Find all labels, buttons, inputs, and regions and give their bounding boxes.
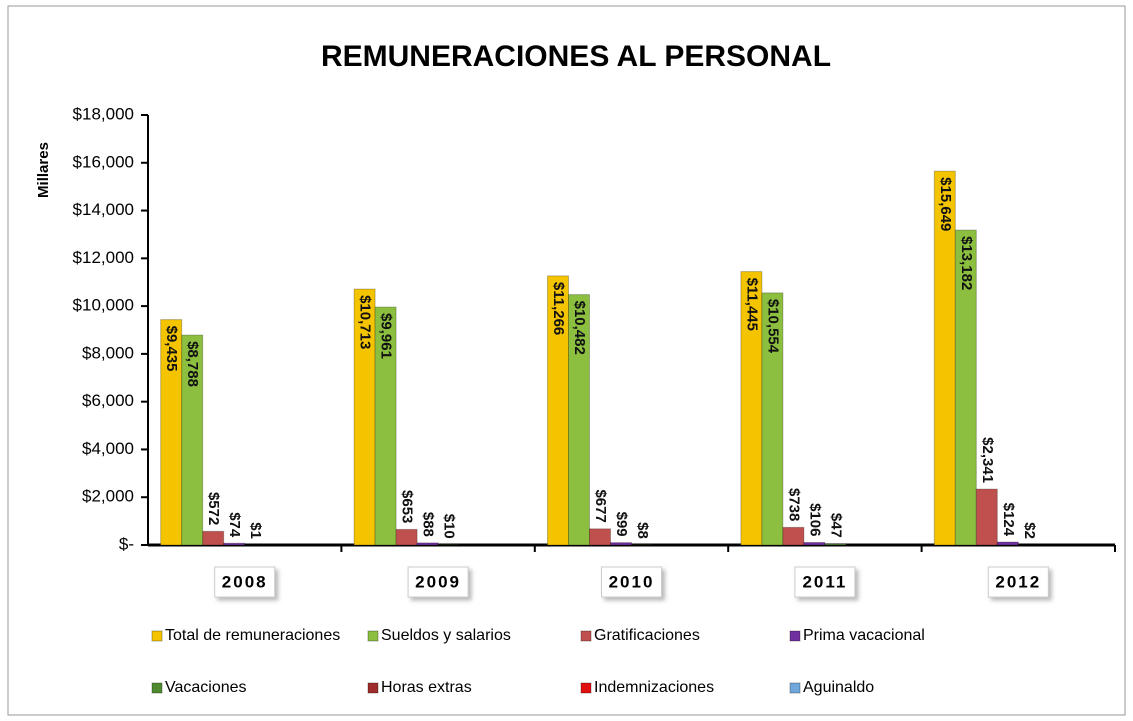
value-label: $124 [1000, 503, 1017, 537]
x-label-box [794, 566, 856, 598]
legend-label: Prima vacacional [803, 627, 925, 644]
value-label: $8,788 [184, 341, 201, 387]
legend-label: Gratificaciones [594, 627, 700, 644]
legend-swatch [580, 682, 592, 694]
y-tick-label: $14,000 [73, 200, 134, 219]
y-tick-label: $8,000 [82, 343, 134, 362]
legend-swatch [580, 630, 592, 642]
bar [589, 528, 611, 546]
legend-swatch [151, 682, 163, 694]
bar [954, 229, 977, 546]
y-tick-label: $6,000 [82, 391, 134, 410]
bar [975, 488, 998, 546]
value-label: $106 [806, 503, 823, 536]
bar [761, 292, 784, 546]
x-tick-label: 2009 [415, 572, 461, 591]
bar [202, 530, 225, 546]
legend-label: Total de remuneraciones [165, 627, 340, 644]
value-label: $677 [592, 489, 609, 522]
value-label: $11,266 [550, 282, 567, 335]
value-label: $2 [1021, 522, 1038, 539]
bar [803, 541, 826, 546]
legend-label: Vacaciones [165, 679, 247, 696]
y-tick-label: $12,000 [73, 248, 134, 267]
bar [824, 543, 847, 546]
bar [782, 526, 805, 546]
bar [996, 541, 1019, 546]
value-label: $13,182 [958, 236, 975, 290]
y-tick-label: $18,000 [73, 104, 134, 123]
value-label: $8 [634, 522, 651, 539]
y-tick-label: $4,000 [82, 439, 134, 458]
bar [610, 542, 632, 546]
value-label: $10,482 [571, 301, 588, 355]
x-tick-label: 2010 [609, 572, 655, 591]
value-label: $10,554 [764, 299, 781, 354]
value-label: $738 [785, 488, 802, 521]
legend-swatch [367, 630, 379, 642]
legend-swatch [789, 630, 801, 642]
bar [181, 334, 204, 546]
legend-label: Aguinaldo [803, 679, 874, 696]
x-label-box [407, 566, 469, 598]
value-label: $10 [441, 514, 458, 539]
y-tick-label: $2,000 [82, 487, 134, 506]
legend-swatch [367, 682, 379, 694]
legend-label: Horas extras [381, 679, 472, 696]
y-tick-label: $10,000 [73, 296, 134, 315]
y-axis-label: Millares [35, 142, 52, 198]
bar [374, 306, 397, 546]
value-label: $572 [205, 492, 222, 525]
bar [223, 542, 246, 546]
x-label-box [601, 566, 662, 598]
legend-swatch [151, 630, 163, 642]
value-label: $653 [399, 490, 416, 523]
x-tick-label: 2011 [802, 572, 847, 591]
legend-swatch [789, 682, 801, 694]
value-label: $10,713 [357, 295, 374, 349]
value-label: $15,649 [937, 177, 954, 231]
value-label: $2,341 [979, 437, 996, 483]
value-label: $9,435 [163, 326, 180, 372]
x-label-box [214, 566, 276, 598]
y-tick-label: $16,000 [73, 152, 134, 171]
value-label: $47 [827, 513, 844, 538]
bar [568, 294, 590, 546]
value-label: $99 [613, 512, 630, 537]
y-tick-label: $- [119, 534, 134, 553]
value-label: $1 [247, 522, 264, 539]
legend-label: Sueldos y salarios [381, 627, 511, 644]
x-label-box [987, 566, 1049, 598]
x-tick-label: 2008 [222, 572, 268, 591]
value-label: $11,445 [743, 278, 760, 331]
legend-label: Indemnizaciones [594, 679, 714, 696]
value-label: $88 [420, 512, 437, 537]
value-label: $74 [226, 512, 243, 538]
bar [416, 542, 439, 546]
x-tick-label: 2012 [995, 572, 1041, 591]
chart-title: REMUNERACIONES AL PERSONAL [321, 40, 831, 73]
bar [395, 528, 418, 546]
value-label: $9,961 [378, 313, 395, 359]
